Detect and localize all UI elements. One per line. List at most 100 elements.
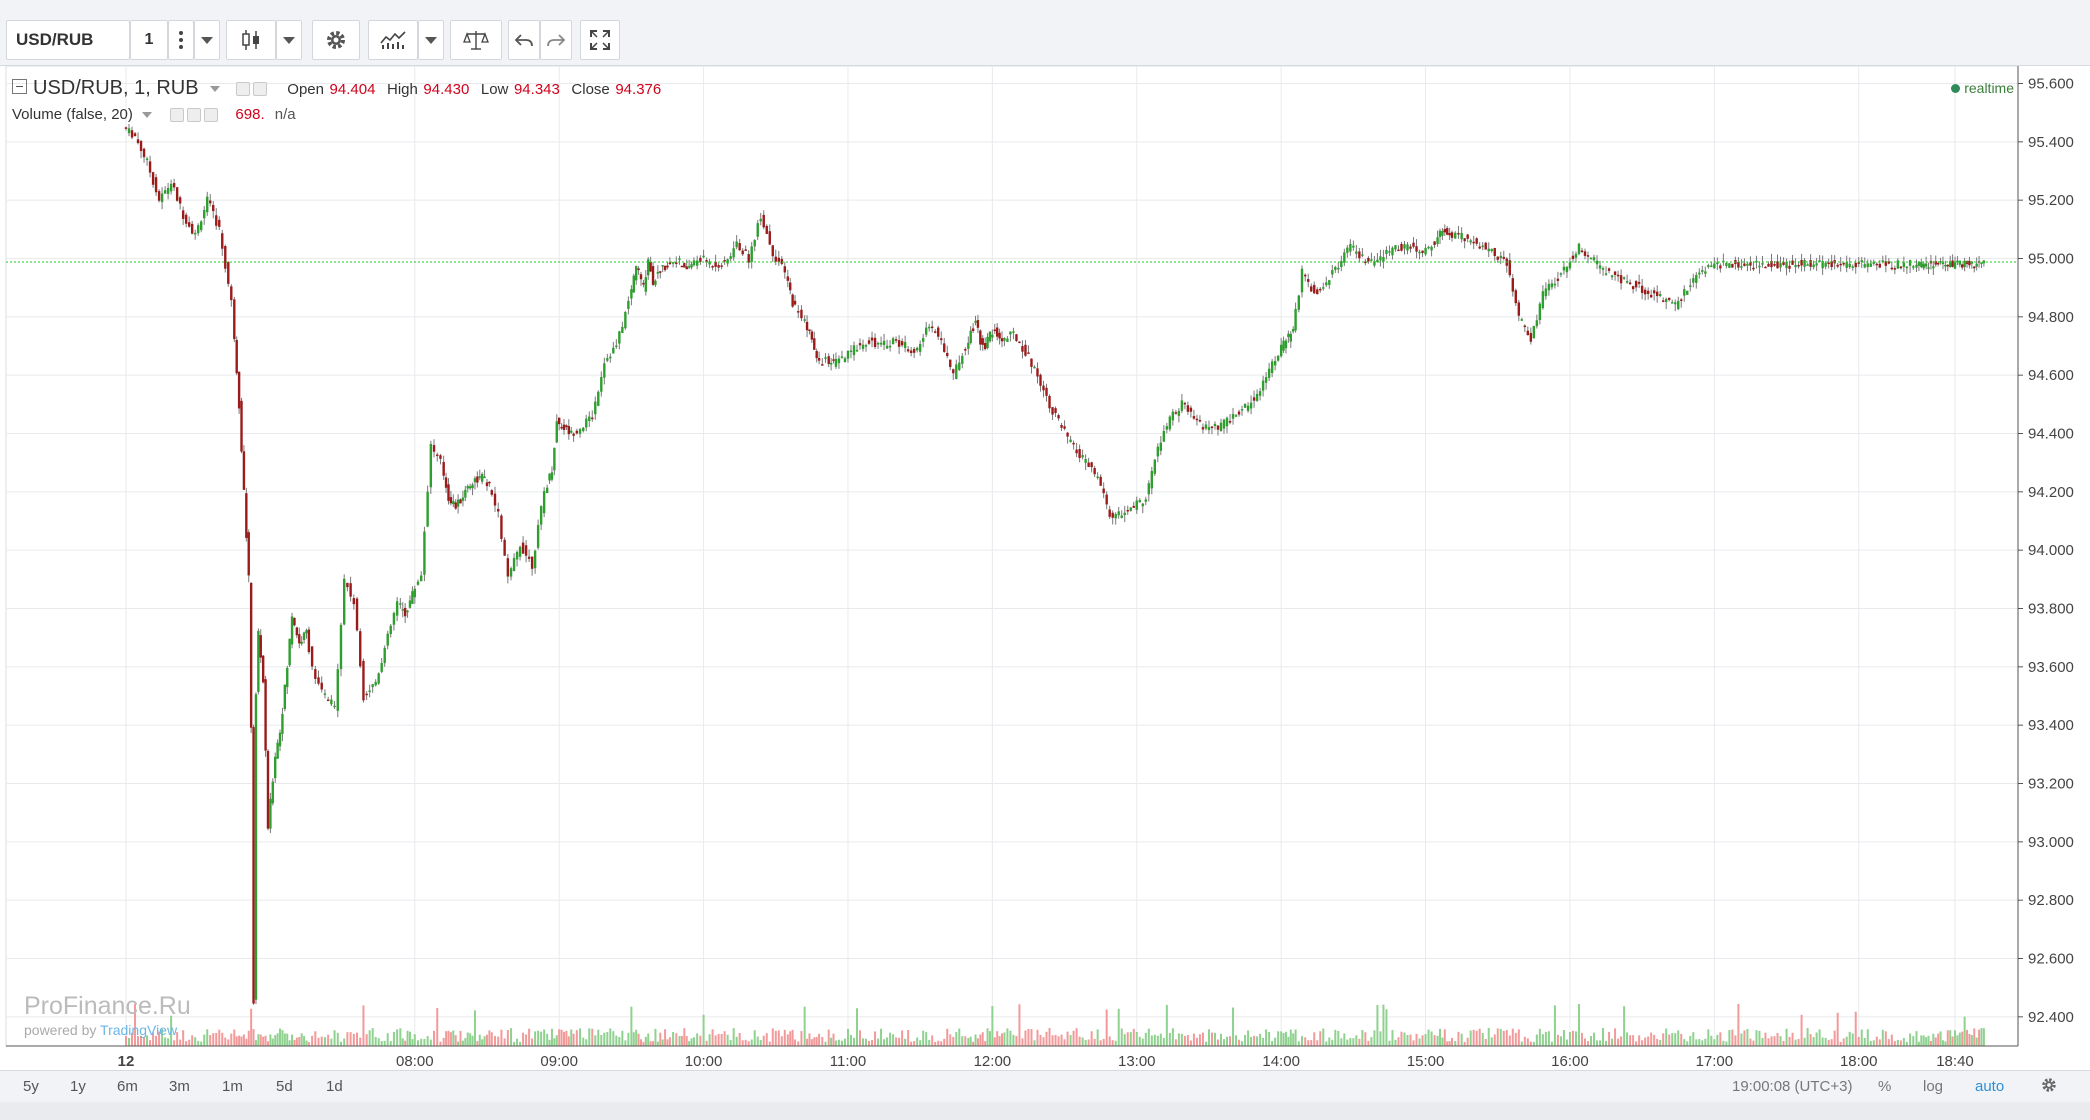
candle-body <box>130 130 134 138</box>
candle-body <box>637 268 640 271</box>
volume-bar <box>1466 1037 1469 1046</box>
volume-bar <box>871 1039 874 1046</box>
range-6m-button[interactable]: 6m <box>117 1078 138 1095</box>
volume-bar <box>356 1032 359 1046</box>
interval-dropdown-button[interactable] <box>194 20 220 60</box>
volume-bar <box>1268 1032 1271 1046</box>
candle-body <box>750 246 753 262</box>
symbol-search-input[interactable]: USD/RUB <box>6 20 130 60</box>
percent-scale-toggle[interactable]: % <box>1878 1078 1892 1095</box>
time-tick-label: 08:00 <box>396 1053 434 1070</box>
price-tick-label: 94.600 <box>2028 367 2074 384</box>
undo-button[interactable] <box>508 20 540 60</box>
volume-bar <box>1574 1031 1577 1046</box>
range-5y-button[interactable]: 5y <box>23 1078 39 1095</box>
time-tick-label: 15:00 <box>1407 1053 1445 1070</box>
volume-bar <box>1165 1004 1168 1046</box>
volume-bar <box>1430 1031 1433 1046</box>
volume-bar <box>1287 1036 1290 1046</box>
collapse-icon[interactable] <box>12 79 27 95</box>
volume-bar <box>1797 1038 1800 1046</box>
gear-icon[interactable] <box>252 81 267 96</box>
auto-scale-toggle[interactable]: auto <box>1975 1078 2005 1095</box>
volume-bar <box>1081 1037 1084 1046</box>
candle-body <box>1961 264 1964 268</box>
volume-bar <box>1925 1037 1928 1046</box>
price-tick-label: 95.600 <box>2028 76 2074 93</box>
candle-body <box>1616 274 1620 277</box>
indicators-icon <box>380 31 406 49</box>
volume-bar <box>642 1041 645 1046</box>
candle-body <box>1421 250 1424 253</box>
volume-bar <box>1653 1034 1656 1046</box>
scale-settings-button[interactable] <box>2040 1076 2058 1094</box>
volume-bar <box>286 1033 289 1046</box>
volume-bar <box>1090 1031 1093 1046</box>
indicators-button[interactable] <box>368 20 418 60</box>
candle-body <box>365 693 368 696</box>
volume-bar <box>928 1039 931 1046</box>
interval-input[interactable]: 1 <box>130 20 168 60</box>
chevron-down-icon[interactable] <box>210 85 221 92</box>
volume-bar <box>1391 1030 1394 1046</box>
volume-bar <box>1556 1034 1559 1046</box>
volume-bar <box>1677 1030 1680 1046</box>
volume-bar <box>1114 1040 1117 1046</box>
candle-body <box>780 259 783 264</box>
candle-body <box>827 356 830 365</box>
tradingview-link[interactable]: TradingView <box>100 1022 178 1038</box>
candle-body <box>1394 245 1397 250</box>
eye-icon[interactable] <box>235 81 250 96</box>
volume-bar <box>1036 1029 1039 1046</box>
volume-bar <box>1517 1029 1520 1046</box>
candle-body <box>1096 476 1099 479</box>
candle-body <box>1607 268 1611 271</box>
range-3m-button[interactable]: 3m <box>169 1078 190 1095</box>
candle-body <box>1836 264 1839 267</box>
settings-button[interactable] <box>312 20 360 60</box>
eye-icon[interactable] <box>170 108 185 123</box>
chart-style-button[interactable] <box>226 20 276 60</box>
candle-body <box>656 271 660 274</box>
candle-body <box>1276 355 1280 361</box>
volume-bar <box>901 1030 904 1046</box>
volume-bar <box>988 1031 991 1046</box>
volume-bar <box>1135 1031 1138 1046</box>
volume-bar <box>399 1028 402 1046</box>
price-chart[interactable]: 94.988 95.60095.40095.20095.00094.80094.… <box>0 66 2090 1070</box>
indicators-dropdown[interactable] <box>418 20 444 60</box>
range-1m-button[interactable]: 1m <box>222 1078 243 1095</box>
candle-body <box>1162 430 1166 442</box>
candle-body <box>1941 262 1945 265</box>
candle-body <box>1325 282 1328 286</box>
range-1d-button[interactable]: 1d <box>326 1078 343 1095</box>
volume-bar <box>1018 1004 1021 1046</box>
candle-body <box>1574 253 1578 258</box>
gear-icon[interactable] <box>187 108 202 123</box>
candle-body <box>609 356 612 359</box>
fullscreen-button[interactable] <box>580 20 620 60</box>
volume-bar <box>996 1031 999 1046</box>
volume-bar <box>1382 1004 1385 1046</box>
series-legend: USD/RUB, 1, RUB Open 94.404 High 94.430 … <box>12 77 661 100</box>
candle-body <box>651 266 655 285</box>
close-icon[interactable] <box>204 108 219 123</box>
range-5d-button[interactable]: 5d <box>276 1078 293 1095</box>
candle-body <box>339 624 343 670</box>
chevron-down-icon[interactable] <box>142 112 153 119</box>
candle-body <box>705 260 708 263</box>
chart-style-dropdown[interactable] <box>276 20 302 60</box>
compare-button[interactable] <box>450 20 502 60</box>
volume-bar <box>1635 1041 1638 1046</box>
volume-bar <box>597 1029 600 1046</box>
volume-bar <box>158 1031 161 1046</box>
candle-body <box>362 660 365 701</box>
log-scale-toggle[interactable]: log <box>1923 1078 1944 1095</box>
interval-menu-button[interactable] <box>168 20 194 60</box>
range-1y-button[interactable]: 1y <box>70 1078 86 1095</box>
redo-button[interactable] <box>540 20 572 60</box>
volume-bar <box>1920 1035 1923 1046</box>
chart-area[interactable]: 94.988 95.60095.40095.20095.00094.80094.… <box>0 66 2090 1070</box>
volume-bar <box>849 1034 852 1046</box>
candle-body <box>765 225 768 234</box>
